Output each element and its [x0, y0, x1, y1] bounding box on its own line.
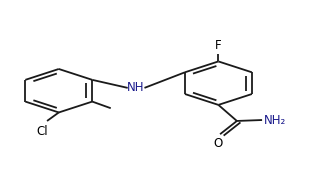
Text: NH₂: NH₂	[264, 114, 286, 126]
Text: NH: NH	[127, 81, 145, 94]
Text: F: F	[215, 39, 222, 52]
Text: O: O	[214, 137, 223, 150]
Text: Cl: Cl	[36, 125, 48, 138]
